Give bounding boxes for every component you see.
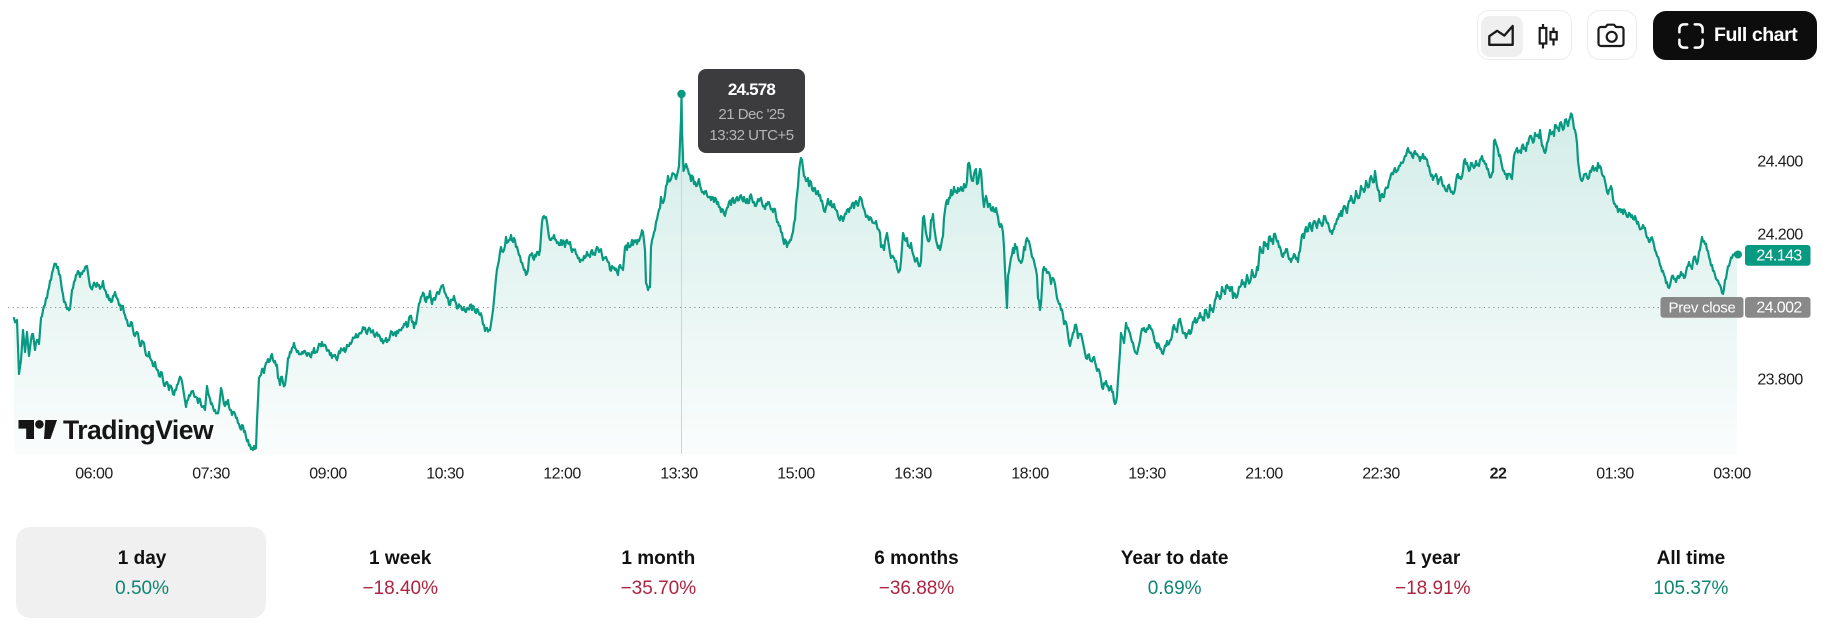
svg-text:22: 22 [1490, 466, 1507, 483]
svg-text:07:30: 07:30 [192, 466, 230, 483]
svg-text:09:00: 09:00 [309, 466, 347, 483]
svg-text:03:00: 03:00 [1713, 466, 1751, 483]
svg-text:06:00: 06:00 [75, 466, 113, 483]
svg-text:01:30: 01:30 [1596, 466, 1634, 483]
svg-text:21 Dec '25: 21 Dec '25 [718, 106, 784, 123]
svg-text:13:32 UTC+5: 13:32 UTC+5 [709, 127, 793, 144]
svg-text:15:00: 15:00 [777, 466, 815, 483]
svg-text:TradingView: TradingView [63, 415, 214, 445]
svg-text:24.002: 24.002 [1756, 300, 1802, 317]
svg-text:24.578: 24.578 [728, 80, 776, 99]
svg-text:24.143: 24.143 [1756, 248, 1802, 265]
svg-text:16:30: 16:30 [894, 466, 932, 483]
svg-text:23.800: 23.800 [1757, 372, 1803, 389]
svg-text:13:30: 13:30 [660, 466, 698, 483]
svg-text:24.200: 24.200 [1757, 227, 1803, 244]
svg-text:19:30: 19:30 [1128, 466, 1166, 483]
svg-text:10:30: 10:30 [426, 466, 464, 483]
svg-text:21:00: 21:00 [1245, 466, 1283, 483]
svg-text:12:00: 12:00 [543, 466, 581, 483]
svg-text:22:30: 22:30 [1362, 466, 1400, 483]
svg-text:18:00: 18:00 [1011, 466, 1049, 483]
svg-text:24.400: 24.400 [1757, 154, 1803, 171]
svg-text:Prev close: Prev close [1668, 300, 1735, 317]
